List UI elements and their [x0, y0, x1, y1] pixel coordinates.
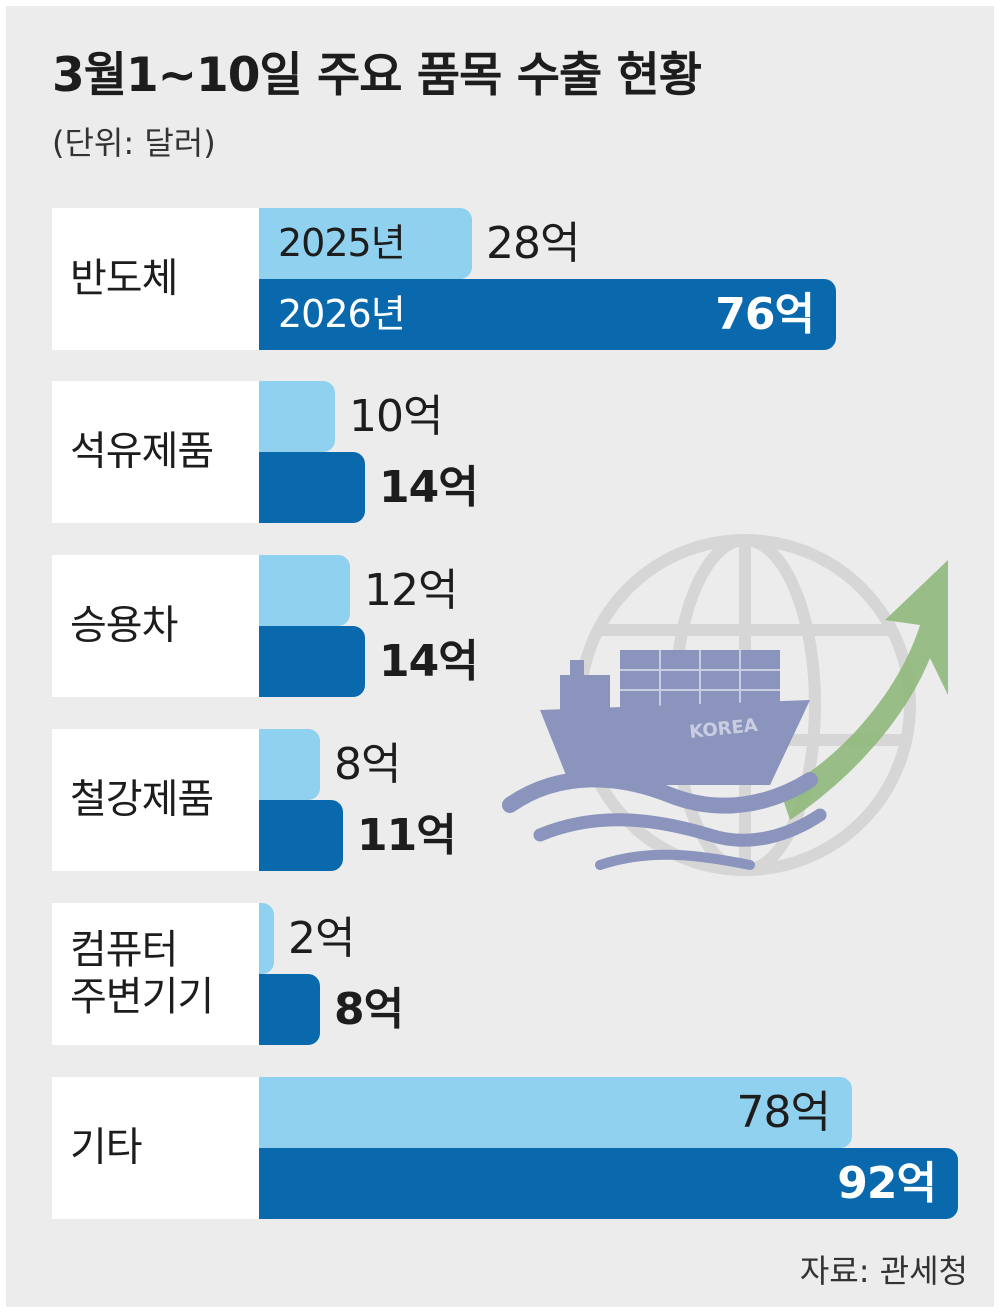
- category-label-box: 철강제품: [52, 729, 259, 871]
- bar-curr: [259, 1148, 958, 1219]
- export-illustration: KOREA: [502, 534, 948, 876]
- data-label: 76억: [715, 289, 815, 340]
- source-note: 자료: 관세청: [799, 1252, 968, 1290]
- bar-curr: [259, 974, 320, 1045]
- chart-title: 3월1~10일 주요 품목 수출 현황: [52, 48, 702, 103]
- category-label: 승용차: [70, 602, 178, 649]
- series-label: 2025년: [278, 221, 406, 265]
- bar-curr: [259, 452, 365, 523]
- series-label: 2026년: [278, 292, 406, 336]
- category-label-box: 반도체: [52, 208, 259, 350]
- data-label: 14억: [379, 462, 479, 513]
- category-label-box: 컴퓨터 주변기기: [52, 903, 259, 1045]
- category-label: 반도체: [70, 255, 178, 302]
- category-label: 철강제품: [70, 776, 214, 823]
- data-label: 8억: [334, 739, 401, 790]
- wave-icon: [502, 771, 827, 870]
- data-label: 92억: [837, 1158, 937, 1209]
- data-label: 2억: [288, 913, 355, 964]
- data-label: 10억: [349, 391, 443, 442]
- category-label-box: 기타: [52, 1077, 259, 1219]
- data-label: 12억: [364, 565, 458, 616]
- category-label: 기타: [70, 1124, 143, 1171]
- bar-prev: [259, 1077, 852, 1148]
- container-ship-icon: KOREA: [540, 650, 810, 785]
- bar-prev: [259, 208, 472, 279]
- category-label: 컴퓨터 주변기기: [70, 926, 214, 1020]
- bar-prev: [259, 729, 320, 800]
- category-label: 석유제품: [70, 428, 214, 475]
- category-label-box: 승용차: [52, 555, 259, 697]
- bar-curr: [259, 279, 836, 350]
- unit-note: (단위: 달러): [52, 124, 216, 162]
- bar-prev: [259, 381, 335, 452]
- bar-curr: [259, 626, 365, 697]
- bar-prev: [259, 903, 274, 974]
- data-label: 28억: [486, 218, 580, 269]
- bar-prev: [259, 555, 350, 626]
- data-label: 8억: [334, 984, 404, 1035]
- data-label: 14억: [379, 636, 479, 687]
- data-label: 78억: [736, 1087, 831, 1138]
- bar-curr: [259, 800, 343, 871]
- data-label: 11억: [357, 810, 457, 861]
- category-label-box: 석유제품: [52, 381, 259, 523]
